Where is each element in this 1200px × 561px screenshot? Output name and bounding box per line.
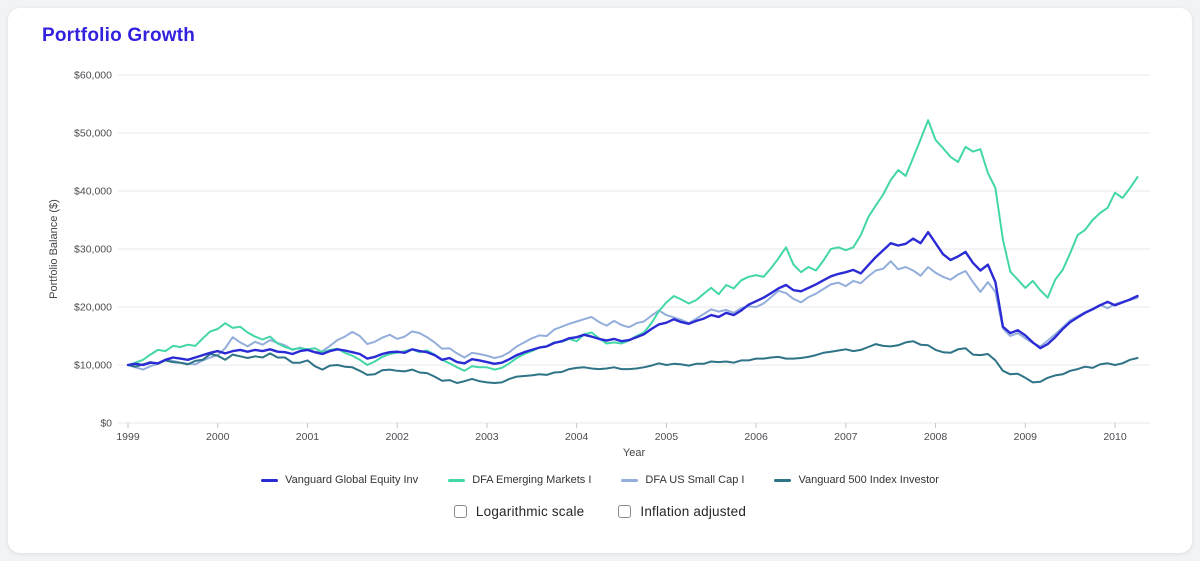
series-line-vanguard-500-index-investor [127,340,1139,384]
x-tick-label: 2002 [386,431,410,443]
legend-swatch-icon [261,478,279,482]
legend-label: DFA US Small Cap I [645,474,745,486]
chart-legend: Vanguard Global Equity Inv DFA Emerging M… [0,471,1200,489]
series-line-dfa-emerging-markets-i [127,119,1139,372]
x-tick-label: 2005 [655,431,679,443]
x-tick-label: 2006 [744,431,768,443]
checkbox-icon[interactable] [453,504,467,518]
y-tick-label: $40,000 [74,186,112,198]
checkbox-icon[interactable] [618,504,632,518]
y-tick-label: $20,000 [74,302,112,314]
legend-item-vanguard-global-equity-inv: Vanguard Global Equity Inv [261,474,418,486]
y-tick-label: $10,000 [74,360,112,372]
x-tick-label: 2010 [1103,431,1127,443]
legend-label: Vanguard 500 Index Investor [798,474,939,486]
logarithmic-scale-checkbox[interactable]: Logarithmic scale [453,503,585,519]
legend-label: DFA Emerging Markets I [472,474,592,486]
legend-item-dfa-us-small-cap-i: DFA US Small Cap I [621,474,744,486]
x-tick-label: 2003 [475,431,499,443]
checkbox-label: Logarithmic scale [475,503,585,519]
legend-item-vanguard-500-index-investor: Vanguard 500 Index Investor [774,474,939,486]
legend-swatch-icon [774,478,792,482]
y-tick-label: $0 [100,418,112,430]
chart-title: Portfolio Growth [42,25,196,46]
y-tick-label: $30,000 [74,244,112,256]
x-tick-label: 2000 [206,431,230,443]
legend-item-dfa-emerging-markets-i: DFA Emerging Markets I [448,474,591,486]
x-tick-label: 2001 [296,431,320,443]
legend-swatch-icon [621,478,639,482]
x-tick-label: 2008 [924,431,948,443]
x-tick-label: 2009 [1014,431,1038,443]
y-axis-title: Portfolio Balance ($) [48,199,60,299]
inflation-adjusted-checkbox[interactable]: Inflation adjusted [618,504,746,519]
series-line-vanguard-global-equity-inv [126,230,1139,367]
x-axis-title: Year [623,447,646,459]
y-tick-label: $60,000 [74,70,112,82]
x-tick-label: 2007 [834,431,858,443]
x-tick-label: 1999 [116,431,140,443]
x-tick-label: 2004 [565,431,589,443]
chart-controls: Logarithmic scale Inflation adjusted [0,499,1200,523]
checkbox-label: Inflation adjusted [640,503,747,519]
legend-label: Vanguard Global Equity Inv [285,474,419,486]
y-tick-label: $50,000 [74,128,112,140]
legend-swatch-icon [448,478,466,482]
